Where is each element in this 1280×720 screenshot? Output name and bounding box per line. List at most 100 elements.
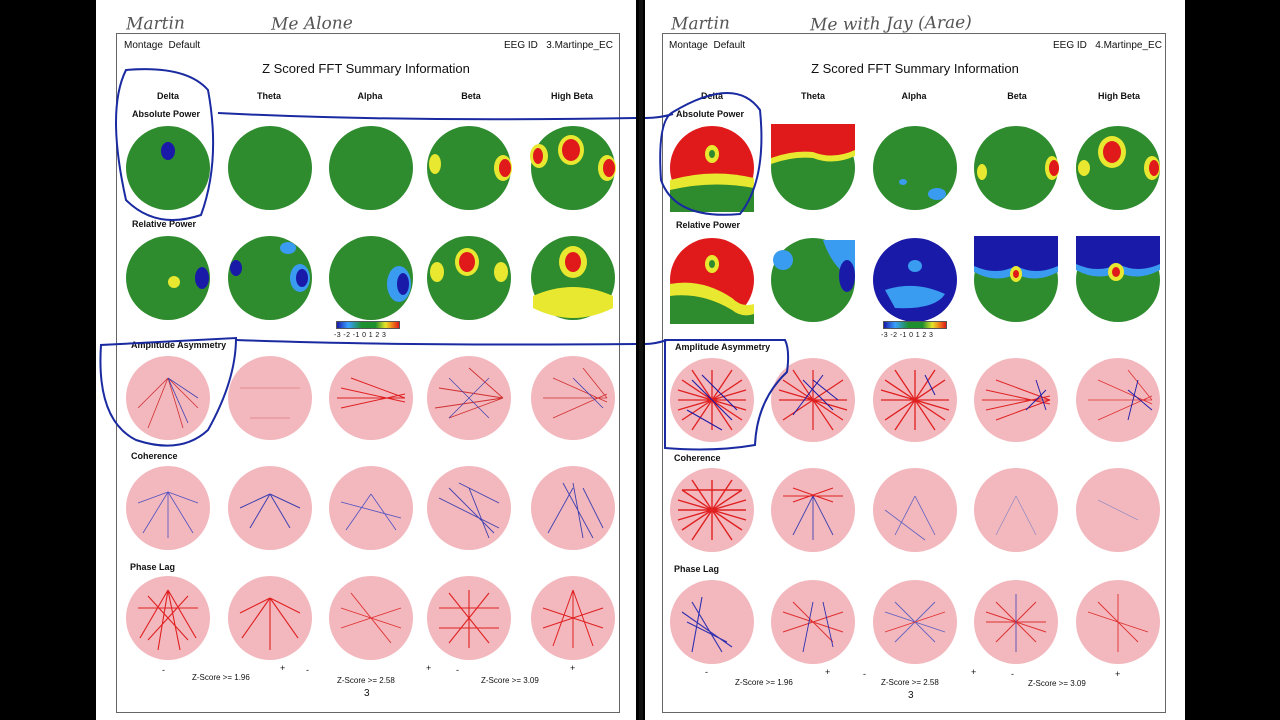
topomap-theta-relative bbox=[771, 238, 855, 322]
connectivity-theta-coherence bbox=[228, 466, 312, 550]
band-label-high-beta: High Beta bbox=[1097, 91, 1140, 101]
color-scale-ticks: -3 -2 -1 0 1 2 3 bbox=[334, 332, 387, 339]
topomap-alpha-relative bbox=[329, 236, 413, 320]
z-score-label: Z-Score >= 3.09 bbox=[481, 676, 539, 685]
connectivity-delta-asymmetry bbox=[670, 358, 754, 442]
annotation-circle-amplitude-asymmetry bbox=[99, 336, 238, 447]
connectivity-high-beta-phase-lag bbox=[531, 576, 615, 660]
annotation-box-amplitude-asymmetry bbox=[664, 339, 790, 451]
connectivity-alpha-phase-lag bbox=[873, 580, 957, 664]
sign-plus: + bbox=[1115, 669, 1121, 679]
topomap-high-beta-absolute bbox=[530, 126, 616, 210]
connectivity-high-beta-coherence bbox=[531, 466, 615, 550]
connectivity-alpha-coherence bbox=[873, 468, 957, 552]
topomap-grid bbox=[670, 124, 1160, 664]
sign-minus: - bbox=[456, 665, 459, 675]
topomap-theta-relative bbox=[228, 236, 312, 320]
annotation-connector-asymmetry bbox=[645, 339, 668, 345]
annotation-circle-delta-absolute bbox=[659, 92, 763, 216]
section-coherence: Coherence bbox=[674, 453, 721, 463]
sign-plus: + bbox=[426, 663, 432, 673]
section-amplitude-asymmetry: Amplitude Asymmetry bbox=[131, 340, 227, 350]
band-label-alpha: Alpha bbox=[901, 91, 927, 101]
pen-annotations bbox=[99, 68, 636, 447]
connectivity-beta-coherence bbox=[974, 468, 1058, 552]
topomap-high-beta-absolute bbox=[1076, 126, 1160, 210]
connectivity-beta-phase-lag bbox=[427, 576, 511, 660]
connectivity-delta-coherence bbox=[670, 468, 754, 552]
eeg-id: EEG ID 3.Martinpe_EC bbox=[504, 40, 613, 51]
annotation-connector-absolute bbox=[217, 112, 636, 121]
topomap-theta-absolute bbox=[228, 126, 312, 210]
connectivity-beta-phase-lag bbox=[974, 580, 1058, 664]
topomap-delta-relative bbox=[126, 236, 210, 320]
report-page-left: Martin Me Alone Montage Default EEG ID 3… bbox=[96, 0, 636, 720]
connectivity-theta-asymmetry bbox=[228, 356, 312, 440]
band-label-beta: Beta bbox=[1007, 91, 1027, 101]
z-score-label: Z-Score >= 2.58 bbox=[337, 676, 395, 685]
section-phase-lag: Phase Lag bbox=[674, 564, 720, 574]
connectivity-delta-phase-lag bbox=[126, 576, 210, 660]
topomap-delta-relative bbox=[670, 238, 754, 324]
montage-label: Montage Default bbox=[669, 40, 746, 51]
report-page-right: Martin Me with Jay (Arae) Montage Defaul… bbox=[645, 0, 1185, 720]
sign-plus: + bbox=[570, 663, 576, 673]
sign-minus: - bbox=[162, 665, 165, 675]
connectivity-delta-asymmetry bbox=[126, 356, 210, 440]
montage-label: Montage Default bbox=[124, 40, 201, 51]
section-relative-power: Relative Power bbox=[676, 220, 741, 230]
connectivity-theta-phase-lag bbox=[228, 576, 312, 660]
color-scale-bar bbox=[336, 321, 400, 329]
topomap-beta-absolute bbox=[427, 126, 512, 210]
connectivity-alpha-coherence bbox=[329, 466, 413, 550]
connectivity-high-beta-asymmetry bbox=[531, 356, 615, 440]
band-label-high-beta: High Beta bbox=[550, 91, 593, 101]
eeg-id: EEG ID 4.Martinpe_EC bbox=[1053, 40, 1162, 51]
band-label-theta: Theta bbox=[800, 91, 825, 101]
connectivity-theta-coherence bbox=[771, 468, 855, 552]
color-scale-bar bbox=[883, 321, 947, 329]
sign-plus: + bbox=[280, 663, 286, 673]
sign-minus: - bbox=[863, 669, 866, 679]
section-phase-lag: Phase Lag bbox=[130, 562, 176, 572]
topomap-theta-absolute bbox=[771, 124, 855, 210]
pen-annotations bbox=[645, 92, 790, 451]
color-scale-ticks: -3 -2 -1 0 1 2 3 bbox=[881, 332, 934, 339]
annotation-connector-asymmetry bbox=[235, 339, 636, 346]
page-number: 3 bbox=[364, 688, 370, 699]
topomap-delta-absolute bbox=[670, 126, 754, 212]
sign-plus: + bbox=[825, 667, 831, 677]
section-absolute-power: Absolute Power bbox=[132, 109, 201, 119]
page-divider bbox=[639, 0, 643, 720]
section-amplitude-asymmetry: Amplitude Asymmetry bbox=[675, 342, 771, 352]
page-frame bbox=[662, 33, 1166, 713]
connectivity-beta-asymmetry bbox=[427, 356, 511, 440]
connectivity-alpha-phase-lag bbox=[329, 576, 413, 660]
band-label-delta: Delta bbox=[700, 91, 723, 101]
annotation-circle-delta-absolute bbox=[115, 68, 215, 221]
z-score-label: Z-Score >= 1.96 bbox=[735, 678, 793, 687]
topomap-high-beta-relative bbox=[531, 236, 615, 320]
topomap-beta-relative bbox=[974, 236, 1058, 322]
z-score-label: Z-Score >= 3.09 bbox=[1028, 679, 1086, 688]
sign-minus: - bbox=[705, 667, 708, 677]
connectivity-delta-coherence bbox=[126, 466, 210, 550]
band-label-delta: Delta bbox=[156, 91, 179, 101]
section-relative-power: Relative Power bbox=[132, 219, 197, 229]
z-score-label: Z-Score >= 2.58 bbox=[881, 678, 939, 687]
section-coherence: Coherence bbox=[131, 451, 178, 461]
report-title: Z Scored FFT Summary Information bbox=[262, 61, 470, 76]
topomap-grid bbox=[126, 126, 616, 660]
band-label-alpha: Alpha bbox=[357, 91, 383, 101]
report-title: Z Scored FFT Summary Information bbox=[811, 61, 1019, 76]
connectivity-beta-coherence bbox=[427, 466, 511, 550]
sign-minus: - bbox=[1011, 669, 1014, 679]
sign-plus: + bbox=[971, 667, 977, 677]
topomap-delta-absolute bbox=[126, 126, 210, 210]
connectivity-beta-asymmetry bbox=[974, 358, 1058, 442]
band-label-beta: Beta bbox=[461, 91, 481, 101]
page-frame bbox=[116, 33, 620, 713]
band-label-theta: Theta bbox=[256, 91, 281, 101]
connectivity-theta-asymmetry bbox=[771, 358, 855, 442]
connectivity-high-beta-coherence bbox=[1076, 468, 1160, 552]
